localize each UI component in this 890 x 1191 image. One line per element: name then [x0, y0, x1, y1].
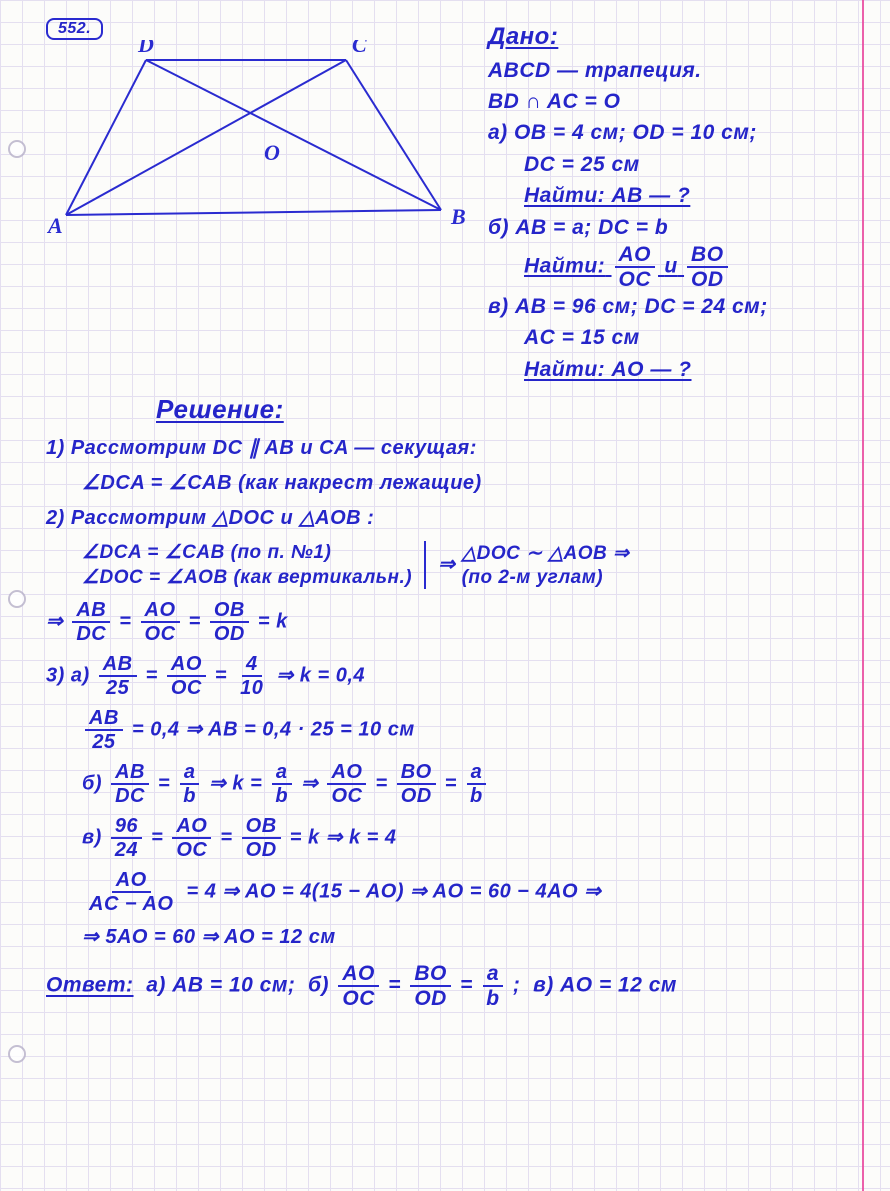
step-line: ⇒ 5AO = 60 ⇒ AO = 12 см [46, 924, 850, 949]
and-label: и [664, 254, 677, 277]
brace-icon [424, 541, 426, 589]
fraction: BOOD [410, 963, 451, 1009]
part-label: а) [488, 121, 508, 144]
answer-part: в) AO = 12 см [533, 974, 677, 997]
separator: ; [513, 974, 521, 997]
step-line: 3) а) AB25 = AOOC = 410 ⇒ k = 0,4 [46, 654, 850, 698]
given-text: OB = 4 см; OD = 10 см; [514, 121, 757, 144]
svg-text:O: O [264, 140, 280, 165]
step-line: AOAC − AO = 4 ⇒ AO = 4(15 − AO) ⇒ AO = 6… [46, 870, 850, 914]
fraction: AB25 [85, 708, 123, 752]
fraction: AOOC [327, 762, 366, 806]
page-content: 552. A B C D O Дано: ABCD — трапеция. BD ∩ A… [0, 0, 890, 1029]
part-label: б) [488, 216, 509, 239]
answer-line: Ответ: а) AB = 10 см; б) AOOC = BOOD = a… [46, 963, 850, 1009]
fraction: OBOD [210, 600, 249, 644]
svg-text:A: A [46, 213, 63, 238]
fraction: AOOC [141, 600, 180, 644]
step-line: б) ABDC = ab ⇒ k = ab ⇒ AOOC = BOOD = ab [46, 762, 850, 806]
given-text: AB = 96 см; DC = 24 см; [515, 295, 768, 318]
given-find: Найти: AOOC и BOOD [488, 244, 850, 290]
part-label: в) [82, 826, 102, 848]
given-text: AB = a; DC = b [515, 216, 668, 239]
part-label: 3) а) [46, 664, 90, 686]
step-head: 1) Рассмотрим DC ∥ AB и CA — секущая: [46, 435, 850, 460]
tail-text: = 4 ⇒ AO = 4(15 − AO) ⇒ AO = 60 − 4AO ⇒ [187, 880, 602, 902]
fraction: ab [271, 762, 292, 806]
part-label: в) [488, 295, 509, 318]
fraction: AOOC [338, 963, 379, 1009]
fraction: AOAC − AO [85, 870, 177, 914]
answer-part: б) [308, 974, 329, 997]
trapezoid-diagram: A B C D O [46, 40, 466, 250]
given-title: Дано: [488, 20, 850, 54]
svg-text:B: B [450, 204, 466, 229]
solution-title: Решение: [156, 394, 850, 425]
given-find: Найти: AO — ? [488, 355, 850, 384]
premise: ∠DCA = ∠CAB (по п. №1) [82, 541, 412, 564]
fraction: 410 [236, 654, 267, 698]
arrow: ⇒ [301, 772, 318, 794]
step-line: AB25 = 0,4 ⇒ AB = 0,4 · 25 = 10 см [46, 708, 850, 752]
given-line: ABCD — трапеция. [488, 56, 850, 85]
arrow: ⇒ [46, 610, 63, 632]
svg-text:C: C [352, 40, 367, 57]
find-label: Найти: [524, 254, 605, 277]
mid-text: ⇒ k = [209, 772, 262, 794]
ratio-line: ⇒ ABDC = AOOC = OBOD = k [46, 600, 850, 644]
given-line: DC = 25 см [488, 150, 850, 179]
step-body: ∠DCA = ∠CAB (по п. №1) ∠DOC = ∠AOB (как … [46, 540, 850, 590]
answer-label: Ответ: [46, 974, 134, 997]
svg-text:D: D [137, 40, 154, 57]
given-line: AC = 15 см [488, 323, 850, 352]
tail-text: = 0,4 ⇒ AB = 0,4 · 25 = 10 см [132, 718, 415, 740]
fraction: ABDC [72, 600, 110, 644]
punch-hole [8, 1045, 26, 1063]
given-line: в) AB = 96 см; DC = 24 см; [488, 292, 850, 321]
tail-text: = k ⇒ k = 4 [290, 826, 397, 848]
premise: ∠DOC = ∠AOB (как вертикальн.) [82, 566, 412, 589]
premises: ∠DCA = ∠CAB (по п. №1) ∠DOC = ∠AOB (как … [82, 540, 412, 590]
fraction: AOOC [615, 244, 656, 290]
solution-body: 1) Рассмотрим DC ∥ AB и CA — секущая: ∠D… [46, 435, 850, 1009]
step-head: 2) Рассмотрим △DOC и △AOB : [46, 505, 850, 530]
fraction: AOOC [172, 816, 211, 860]
fraction: OBOD [242, 816, 281, 860]
given-find: Найти: AB — ? [488, 181, 850, 210]
part-label: б) [82, 772, 102, 794]
answer-part: а) AB = 10 см; [146, 974, 295, 997]
given-block: Дано: ABCD — трапеция. BD ∩ AC = O а) OB… [482, 18, 850, 386]
conclusion-line: △DOC ∼ △AOB ⇒ [462, 542, 630, 565]
fraction: ab [482, 963, 503, 1009]
tail-text: ⇒ k = 0,4 [276, 664, 365, 686]
step-body: ∠DCA = ∠CAB (как накрест лежащие) [46, 470, 850, 495]
fraction: BOOD [397, 762, 436, 806]
fraction: ABDC [111, 762, 149, 806]
given-line: б) AB = a; DC = b [488, 213, 850, 242]
fraction: BOOD [687, 244, 728, 290]
conclusion: △DOC ∼ △AOB ⇒ (по 2-м углам) [462, 541, 630, 590]
fraction: ab [179, 762, 200, 806]
tail-text: = k [258, 610, 288, 632]
conclusion-line: (по 2-м углам) [462, 567, 630, 589]
fraction: 9624 [111, 816, 142, 860]
fraction: AB25 [99, 654, 137, 698]
fraction: ab [466, 762, 487, 806]
fraction: AOOC [167, 654, 206, 698]
given-line: а) OB = 4 см; OD = 10 см; [488, 118, 850, 147]
problem-number: 552. [46, 18, 103, 40]
step-line: в) 9624 = AOOC = OBOD = k ⇒ k = 4 [46, 816, 850, 860]
given-line: BD ∩ AC = O [488, 87, 850, 116]
top-row: 552. A B C D O Дано: ABCD — трапеция. BD ∩ A… [46, 18, 850, 386]
